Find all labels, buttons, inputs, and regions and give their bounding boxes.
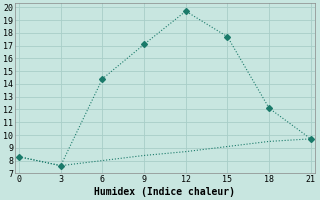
X-axis label: Humidex (Indice chaleur): Humidex (Indice chaleur) — [94, 186, 236, 197]
